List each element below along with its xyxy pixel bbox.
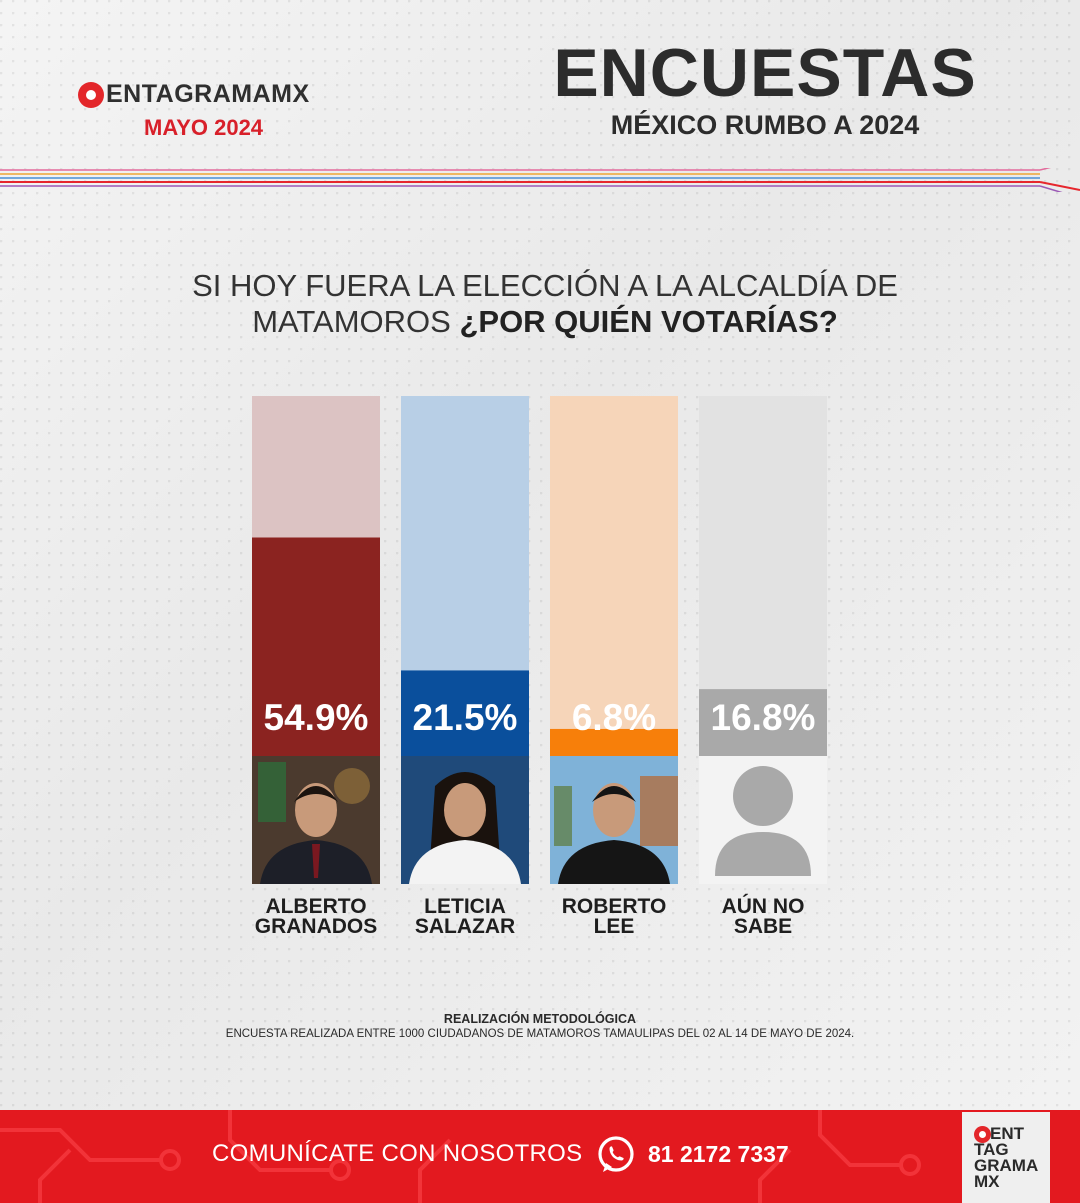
brand-logo: ENTAGRAMAMX [78,80,358,109]
question-line2-plain: MATAMOROS [252,304,451,339]
data-label: 6.8% [572,697,656,738]
data-label: 21.5% [413,697,518,738]
circuit-pattern [0,1110,921,1203]
page-title: ENCUESTAS [553,35,977,111]
category-label: SABE [734,915,792,938]
footer-logo-text: ENT TAG GRAMA MX [974,1124,1039,1191]
question: SI HOY FUERA LA ELECCIÓN A LA ALCALDÍA D… [130,268,960,340]
page-subtitle: MÉXICO RUMBO A 2024 [610,110,920,140]
category-label: ROBERTO [562,895,667,918]
candidate-photo [252,756,380,884]
data-label: 16.8% [711,697,816,738]
bar [401,670,529,756]
methodology-title: REALIZACIÓN METODOLÓGICA [443,1012,637,1026]
question-line2-bold: ¿POR QUIÉN VOTARÍAS? [459,304,838,339]
contact-text: COMUNÍCATE CON NOSOTROS [212,1140,583,1167]
decorative-stripes [0,168,1080,192]
category-label: AÚN NO [722,894,805,918]
category-label: ALBERTO [265,895,366,918]
brand-date: MAYO 2024 [144,115,264,140]
bar [550,728,678,756]
category-label: LEE [594,915,635,938]
brand: ENTAGRAMAMX MAYO 2024 [78,80,358,141]
bar-track [550,396,678,756]
data-label: 54.9% [264,697,369,738]
question-line2: MATAMOROS ¿POR QUIÉN VOTARÍAS? [130,304,960,340]
category-label: LETICIA [424,895,506,918]
candidate-photo [401,756,529,884]
footer-bar [0,1110,1080,1203]
candidate-photo [550,756,678,884]
category-label: SALAZAR [415,915,515,938]
background [0,0,1080,1110]
question-line1: SI HOY FUERA LA ELECCIÓN A LA ALCALDÍA D… [192,268,898,303]
methodology: REALIZACIÓN METODOLÓGICA ENCUESTA REALIZ… [100,1012,980,1040]
bar [699,689,827,756]
footer-logo-icon [974,1126,991,1143]
methodology-text: ENCUESTA REALIZADA ENTRE 1000 CIUDADANOS… [225,1028,855,1040]
placeholder-avatar-icon [699,756,827,884]
brand-logo-icon [78,81,104,108]
brand-name: ENTAGRAMAMX [106,80,310,108]
phone-number[interactable]: 81 2172 7337 [648,1141,789,1167]
footer-logo: ENT TAG GRAMA MX [962,1112,1050,1203]
bar [252,537,380,756]
category-label: GRANADOS [255,915,378,938]
whatsapp-icon[interactable] [595,1134,637,1176]
